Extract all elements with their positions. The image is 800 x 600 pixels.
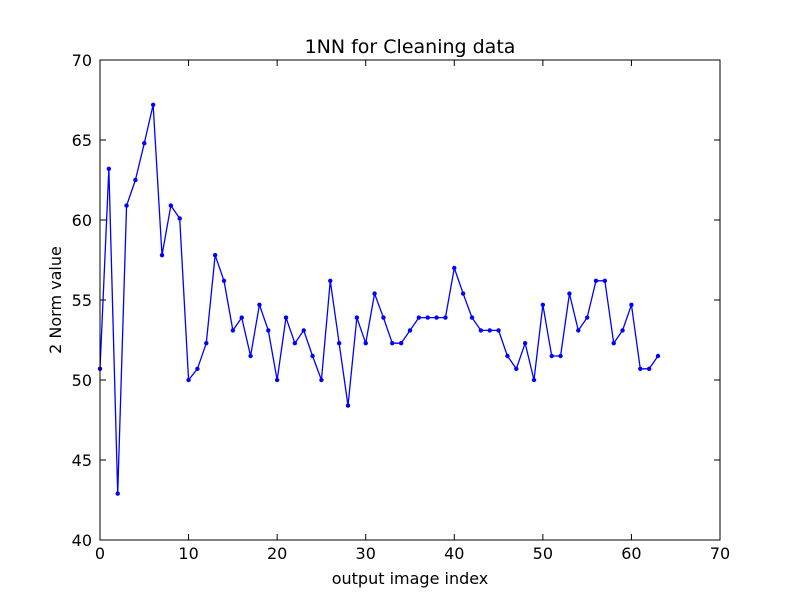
data-point	[345, 403, 351, 408]
data-point	[398, 341, 404, 346]
data-point	[204, 341, 209, 346]
data-point	[106, 166, 112, 171]
data-point	[177, 216, 182, 221]
data-point	[363, 341, 368, 346]
x-tick-label: 0	[95, 544, 105, 563]
data-point	[593, 278, 599, 283]
data-point	[257, 302, 262, 307]
data-point	[133, 177, 138, 183]
data-point	[576, 328, 581, 333]
chart-title: 1NN for Cleaning data	[305, 36, 516, 58]
data-point	[248, 353, 253, 359]
data-point	[239, 315, 244, 320]
data-point	[115, 491, 120, 496]
y-tick-label: 70	[72, 51, 92, 70]
data-point	[142, 141, 147, 146]
data-point	[381, 315, 386, 320]
y-tick-label: 55	[72, 291, 92, 310]
data-point	[390, 341, 395, 346]
data-point	[540, 302, 546, 307]
data-point	[629, 302, 634, 307]
data-point	[186, 377, 191, 383]
data-point	[549, 353, 554, 359]
data-point	[407, 328, 413, 333]
data-point	[611, 341, 616, 346]
y-tick-label: 45	[72, 451, 92, 470]
x-tick-label: 70	[710, 544, 730, 563]
data-point	[336, 341, 342, 346]
data-point	[602, 278, 608, 283]
data-point	[567, 291, 572, 296]
plot-frame	[99, 59, 721, 541]
data-point	[514, 366, 519, 371]
data-point	[425, 315, 430, 320]
data-point	[319, 377, 324, 383]
y-tick-label: 40	[72, 531, 92, 550]
x-tick-label: 30	[356, 544, 376, 563]
data-point	[212, 253, 218, 258]
x-tick-label: 60	[621, 544, 641, 563]
x-tick-label: 20	[267, 544, 287, 563]
data-point	[443, 315, 448, 320]
data-point	[301, 328, 306, 333]
x-tick-label: 40	[444, 544, 464, 563]
x-tick-label: 50	[533, 544, 553, 563]
data-point	[638, 366, 643, 371]
data-point	[283, 315, 289, 320]
data-point	[292, 341, 298, 346]
plot-area	[97, 102, 661, 496]
data-point	[416, 315, 422, 320]
data-point	[124, 203, 129, 208]
series-line	[99, 104, 659, 495]
x-axis-label: output image index	[332, 569, 489, 588]
y-tick-label: 50	[72, 371, 92, 390]
data-point	[195, 366, 200, 371]
data-point	[558, 353, 563, 359]
data-point	[584, 315, 590, 320]
data-point	[328, 278, 333, 283]
data-point	[522, 341, 528, 346]
data-point	[221, 278, 227, 283]
data-point	[372, 291, 377, 296]
data-point	[505, 353, 510, 359]
data-point	[496, 328, 501, 333]
y-axis-label: 2 Norm value	[46, 246, 65, 354]
data-point	[274, 377, 280, 383]
data-point	[310, 353, 315, 359]
data-point	[452, 265, 457, 271]
data-point	[646, 366, 652, 371]
data-point	[620, 328, 625, 333]
data-point	[159, 253, 165, 258]
data-point	[266, 328, 271, 333]
data-point	[487, 328, 492, 333]
data-point	[230, 328, 236, 333]
axis-ticks: 0 10 20 30 40 50 60 70 40 45 50 55 60 65 70	[72, 51, 731, 563]
data-point	[655, 353, 661, 359]
y-tick-label: 65	[72, 131, 92, 150]
data-point	[168, 203, 174, 208]
data-point	[460, 291, 466, 296]
data-point	[469, 315, 475, 320]
y-tick-label: 60	[72, 211, 92, 230]
data-point	[150, 102, 156, 108]
data-point	[434, 315, 439, 320]
data-point	[478, 328, 484, 333]
data-point	[354, 315, 360, 320]
data-point	[531, 377, 537, 383]
x-tick-label: 10	[178, 544, 198, 563]
